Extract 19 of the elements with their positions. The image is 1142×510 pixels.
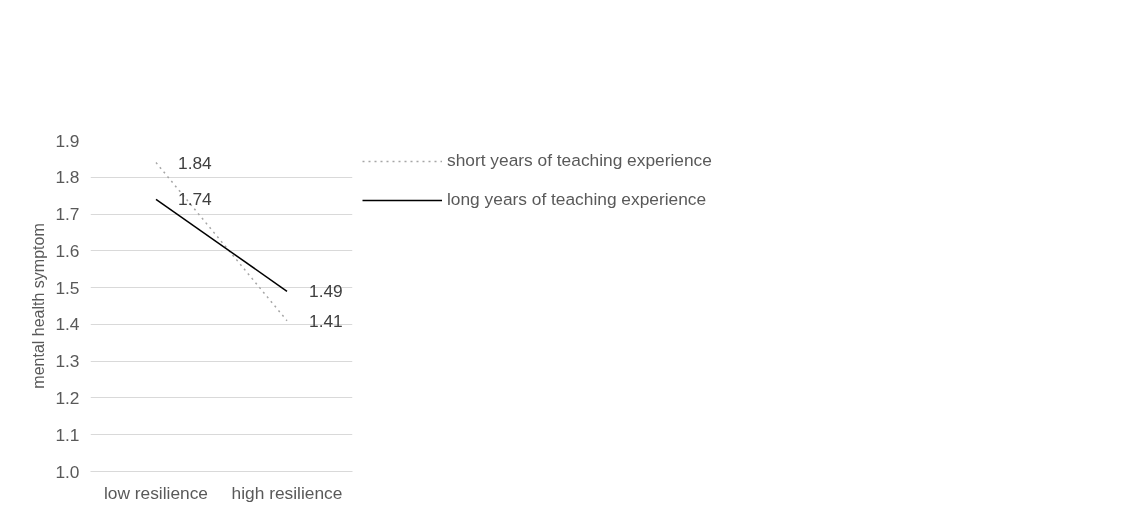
data-label: 1.74 [178, 189, 213, 210]
data-label: 1.84 [178, 152, 213, 173]
data-label: 1.49 [309, 281, 343, 302]
y-tick-label: 1.0 [55, 461, 80, 482]
y-tick-label: 1.5 [55, 277, 80, 298]
y-tick-label: 1.7 [55, 204, 80, 225]
y-tick-label: 1.9 [55, 130, 80, 151]
y-axis-title: mental health symptom [30, 223, 48, 389]
y-tick-label: 1.4 [55, 314, 80, 335]
legend-label: short years of teaching experience [447, 150, 712, 171]
data-label: 1.41 [309, 310, 343, 331]
y-tick-label: 1.2 [55, 387, 80, 408]
x-tick-label: low resilience [103, 482, 209, 503]
x-tick-label: high resilience [231, 482, 343, 503]
y-tick-label: 1.3 [55, 351, 80, 372]
y-tick-label: 1.6 [55, 240, 80, 261]
legend-label: long years of teaching experience [447, 189, 707, 210]
y-tick-label: 1.1 [55, 424, 80, 445]
y-tick-label: 1.8 [55, 167, 80, 188]
